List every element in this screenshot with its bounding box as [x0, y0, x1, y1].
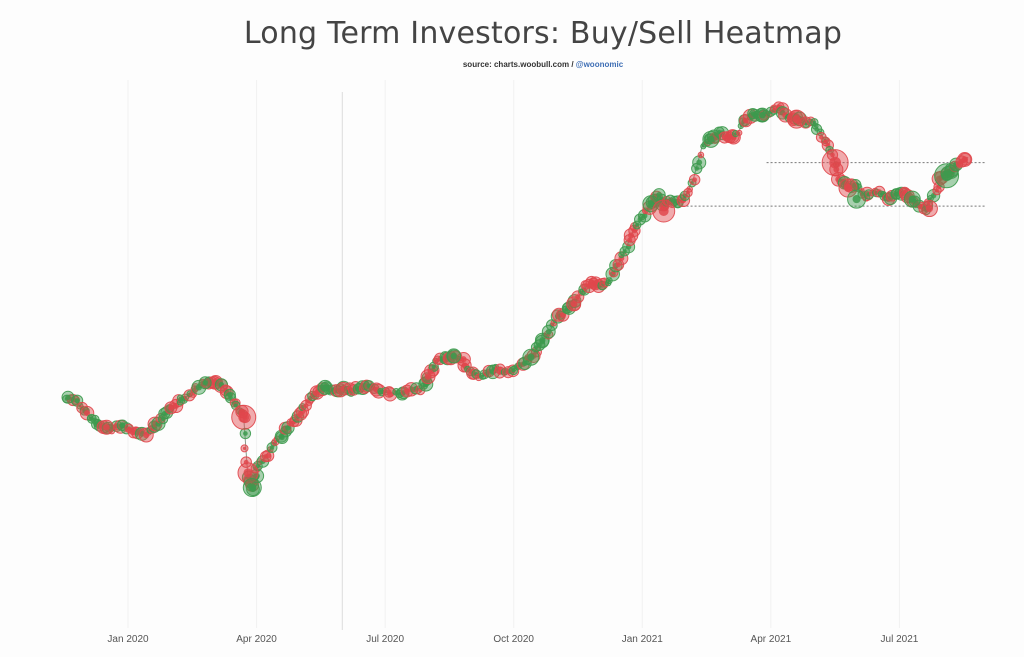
buy-bubble-large: [198, 376, 212, 390]
buy-bubble: [239, 427, 252, 440]
sell-bubble: [826, 149, 839, 161]
grid-layer: [127, 80, 900, 628]
chart-source: source: charts.woobull.com / @woonomic: [0, 60, 1024, 69]
sell-bubble-large: [920, 200, 938, 218]
buy-bubble-large: [317, 379, 333, 395]
buy-bubble-large: [754, 107, 770, 123]
sell-bubble: [688, 173, 701, 186]
sell-bubble-large: [231, 404, 257, 430]
x-axis-ticks: Jan 2020 Apr 2020 Jul 2020 Oct 2020 Jan 2021…: [107, 634, 918, 645]
x-tick-label: Jul 2021: [881, 634, 919, 645]
x-tick-label: Jan 2020: [107, 634, 149, 645]
sell-bubble: [628, 224, 641, 237]
x-tick-label: Jul 2020: [366, 634, 404, 645]
sell-bubble-large: [821, 149, 849, 177]
buy-bubble-large: [242, 478, 262, 498]
sell-bubble-large: [164, 401, 178, 415]
x-tick-label: Apr 2021: [751, 634, 792, 645]
sell-bubble-large: [838, 178, 858, 198]
chart-title: Long Term Investors: Buy/Sell Heatmap: [243, 16, 843, 51]
sell-bubble: [383, 387, 398, 402]
buy-bubble-large: [903, 190, 921, 208]
buy-bubble: [281, 421, 295, 435]
buy-bubble-large: [642, 195, 660, 213]
sell-bubble: [427, 364, 440, 377]
buy-bubble: [541, 324, 556, 339]
buy-bubble-large: [702, 130, 720, 148]
bubble-layer: [61, 101, 973, 498]
x-tick-label: Apr 2020: [236, 634, 277, 645]
sell-bubble: [697, 151, 705, 159]
buy-bubble-large: [934, 163, 960, 189]
sell-bubble: [736, 129, 743, 136]
sell-bubble-large: [420, 369, 436, 385]
buy-bubble: [214, 378, 229, 392]
sell-bubble: [240, 444, 249, 453]
sell-bubble-large: [99, 419, 115, 435]
source-prefix: source: charts.woobull.com /: [462, 60, 576, 69]
sell-bubble-large: [566, 296, 582, 312]
x-tick-label: Jan 2021: [622, 634, 664, 645]
sell-bubble: [300, 399, 312, 412]
buy-bubble-large: [847, 189, 867, 209]
sell-bubble: [778, 108, 793, 123]
reference-lines: [341, 92, 986, 630]
buy-bubble: [692, 155, 707, 170]
sell-bubble: [79, 405, 95, 421]
source-handle-link[interactable]: @woonomic: [575, 60, 624, 69]
sell-bubble: [958, 152, 972, 166]
buy-bubble-large: [446, 348, 462, 364]
buy-bubble-large: [61, 390, 75, 404]
sell-bubble-large: [787, 109, 807, 129]
buy-bubble-large: [522, 348, 540, 366]
x-tick-label: Oct 2020: [493, 634, 534, 645]
sell-bubble-large: [237, 462, 259, 484]
sell-bubble-large: [652, 199, 676, 223]
sell-bubble: [556, 308, 570, 322]
